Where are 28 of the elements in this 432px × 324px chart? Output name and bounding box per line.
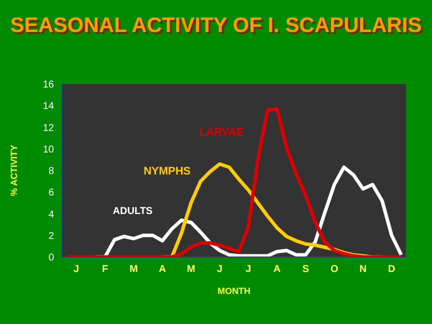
- y-tick-label: 14: [42, 101, 54, 112]
- chart-title: SEASONAL ACTIVITY OF I. SCAPULARIS: [9, 14, 423, 38]
- line-series: [65, 107, 403, 257]
- x-tick-label: D: [388, 264, 396, 276]
- x-tick-label: A: [158, 264, 166, 276]
- x-tick-label: J: [74, 264, 80, 276]
- y-tick-label: 10: [42, 144, 54, 156]
- x-tick-label: S: [302, 264, 310, 276]
- y-tick-label: 4: [48, 209, 54, 220]
- y-tick-label: 6: [48, 188, 54, 199]
- series-label: NYMPHS: [144, 165, 191, 178]
- x-tick-label: N: [359, 264, 367, 276]
- y-tick-label: 16: [42, 80, 54, 91]
- y-tick-label: 12: [42, 122, 54, 134]
- y-tick-label: 8: [48, 166, 54, 178]
- y-tick-label: 0: [48, 252, 54, 264]
- x-tick-label: M: [186, 264, 196, 276]
- x-tick-label: J: [216, 264, 222, 276]
- x-tick-label: J: [246, 264, 252, 276]
- x-tick-label: O: [330, 264, 338, 276]
- x-tick-label: F: [102, 264, 108, 276]
- series-label: ADULTS: [112, 206, 153, 218]
- x-tick-label: A: [273, 264, 281, 276]
- x-tick-label: M: [129, 264, 138, 276]
- x-axis-title: MONTH: [218, 286, 250, 296]
- y-tick-label: 2: [48, 230, 54, 242]
- series-label: LARVAE: [199, 126, 244, 138]
- y-axis-title: % ACTIVITY: [9, 144, 20, 196]
